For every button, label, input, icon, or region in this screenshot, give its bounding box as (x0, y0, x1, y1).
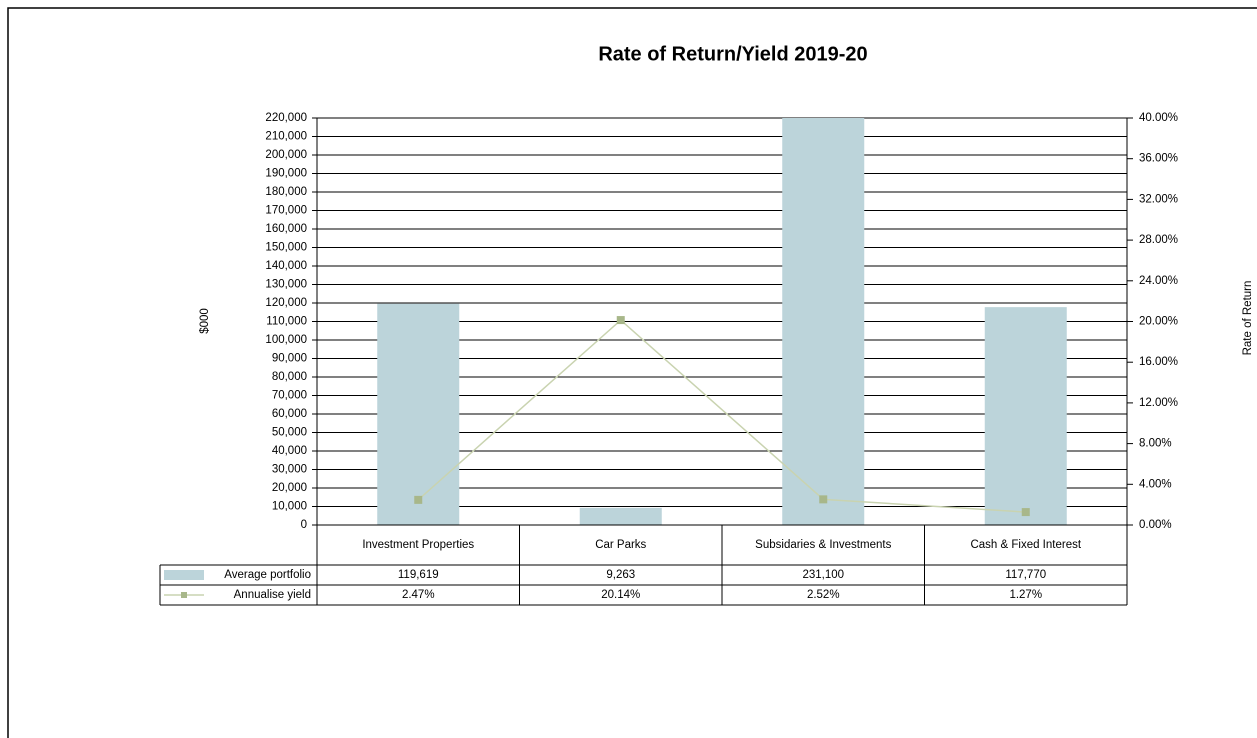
y-tick-label: 100,000 (265, 334, 307, 346)
table-value: 119,619 (398, 569, 439, 581)
y-tick-label: 60,000 (272, 408, 307, 420)
y-tick-label: 40,000 (272, 445, 307, 457)
table-value: 2.47% (402, 589, 435, 601)
category-label-cell: Car Parks (595, 538, 647, 551)
table-value: 1.27% (1009, 589, 1042, 601)
category-label: Cash & Fixed Interest (970, 538, 1082, 551)
y2-tick-label: 32.00% (1139, 193, 1178, 205)
legend-marker (181, 592, 187, 598)
table-value: 2.52% (807, 589, 840, 601)
category-label-cell: Subsidaries & Investments (755, 538, 892, 551)
y-tick-label: 130,000 (265, 279, 307, 291)
y-tick-label: 30,000 (272, 464, 307, 476)
y-tick-label: 190,000 (265, 168, 307, 180)
legend-label: Annualise yield (234, 589, 311, 601)
plot-area (377, 118, 1067, 525)
bar (782, 118, 865, 525)
y-tick-label: 110,000 (266, 316, 307, 328)
y2-tick-label: 0.00% (1139, 519, 1172, 531)
y-tick-label: 120,000 (265, 297, 307, 309)
y-tick-label: 160,000 (265, 223, 307, 235)
y-tick-label: 10,000 (272, 501, 307, 513)
y2-tick-label: 4.00% (1139, 478, 1172, 490)
y2-tick-label: 16.00% (1139, 356, 1178, 368)
y-axis-label: $000 (199, 308, 211, 334)
bar (579, 507, 662, 525)
legend-label: Average portfolio (224, 569, 311, 581)
category-label: Investment Properties (362, 538, 475, 551)
y2-tick-label: 28.00% (1139, 234, 1178, 246)
table-value: 9,263 (606, 569, 635, 581)
table-value: 20.14% (601, 589, 640, 601)
y-tick-label: 150,000 (265, 242, 307, 254)
y-tick-label: 220,000 (265, 112, 307, 124)
legend-swatch (164, 570, 204, 580)
y2-tick-label: 24.00% (1139, 275, 1178, 287)
y-tick-label: 200,000 (265, 149, 307, 161)
table-value: 231,100 (802, 569, 844, 581)
y2-tick-label: 40.00% (1139, 112, 1178, 124)
line (417, 319, 1026, 513)
marker (819, 495, 828, 504)
y2-axis-label: Rate of Return (1242, 281, 1254, 356)
y-tick-label: 0 (301, 519, 307, 531)
marker (1021, 508, 1030, 517)
y-tick-label: 170,000 (265, 205, 307, 217)
chart-title: Rate of Return/Yield 2019-20 (598, 43, 867, 65)
bar (377, 303, 460, 525)
y-tick-label: 70,000 (272, 390, 307, 402)
y2-tick-label: 12.00% (1139, 397, 1178, 409)
category-label-cell: Cash & Fixed Interest (970, 538, 1082, 551)
y-tick-label: 140,000 (265, 260, 307, 272)
category-label: Subsidaries & Investments (755, 538, 892, 551)
y-tick-label: 20,000 (272, 482, 307, 494)
marker (616, 316, 625, 325)
y-tick-label: 50,000 (272, 427, 307, 439)
y2-tick-label: 8.00% (1139, 438, 1172, 450)
marker (414, 495, 423, 504)
category-label-cell: Investment Properties (362, 538, 475, 551)
y-tick-label: 180,000 (265, 186, 307, 198)
category-label: Car Parks (595, 538, 647, 551)
y-tick-label: 80,000 (272, 371, 307, 383)
y2-tick-label: 36.00% (1139, 153, 1178, 165)
y-tick-label: 210,000 (265, 131, 307, 143)
table-value: 117,770 (1005, 569, 1046, 581)
y2-tick-label: 20.00% (1139, 316, 1178, 328)
bar (984, 307, 1067, 525)
y-tick-label: 90,000 (272, 353, 307, 365)
chart-frame (7, 7, 1257, 738)
